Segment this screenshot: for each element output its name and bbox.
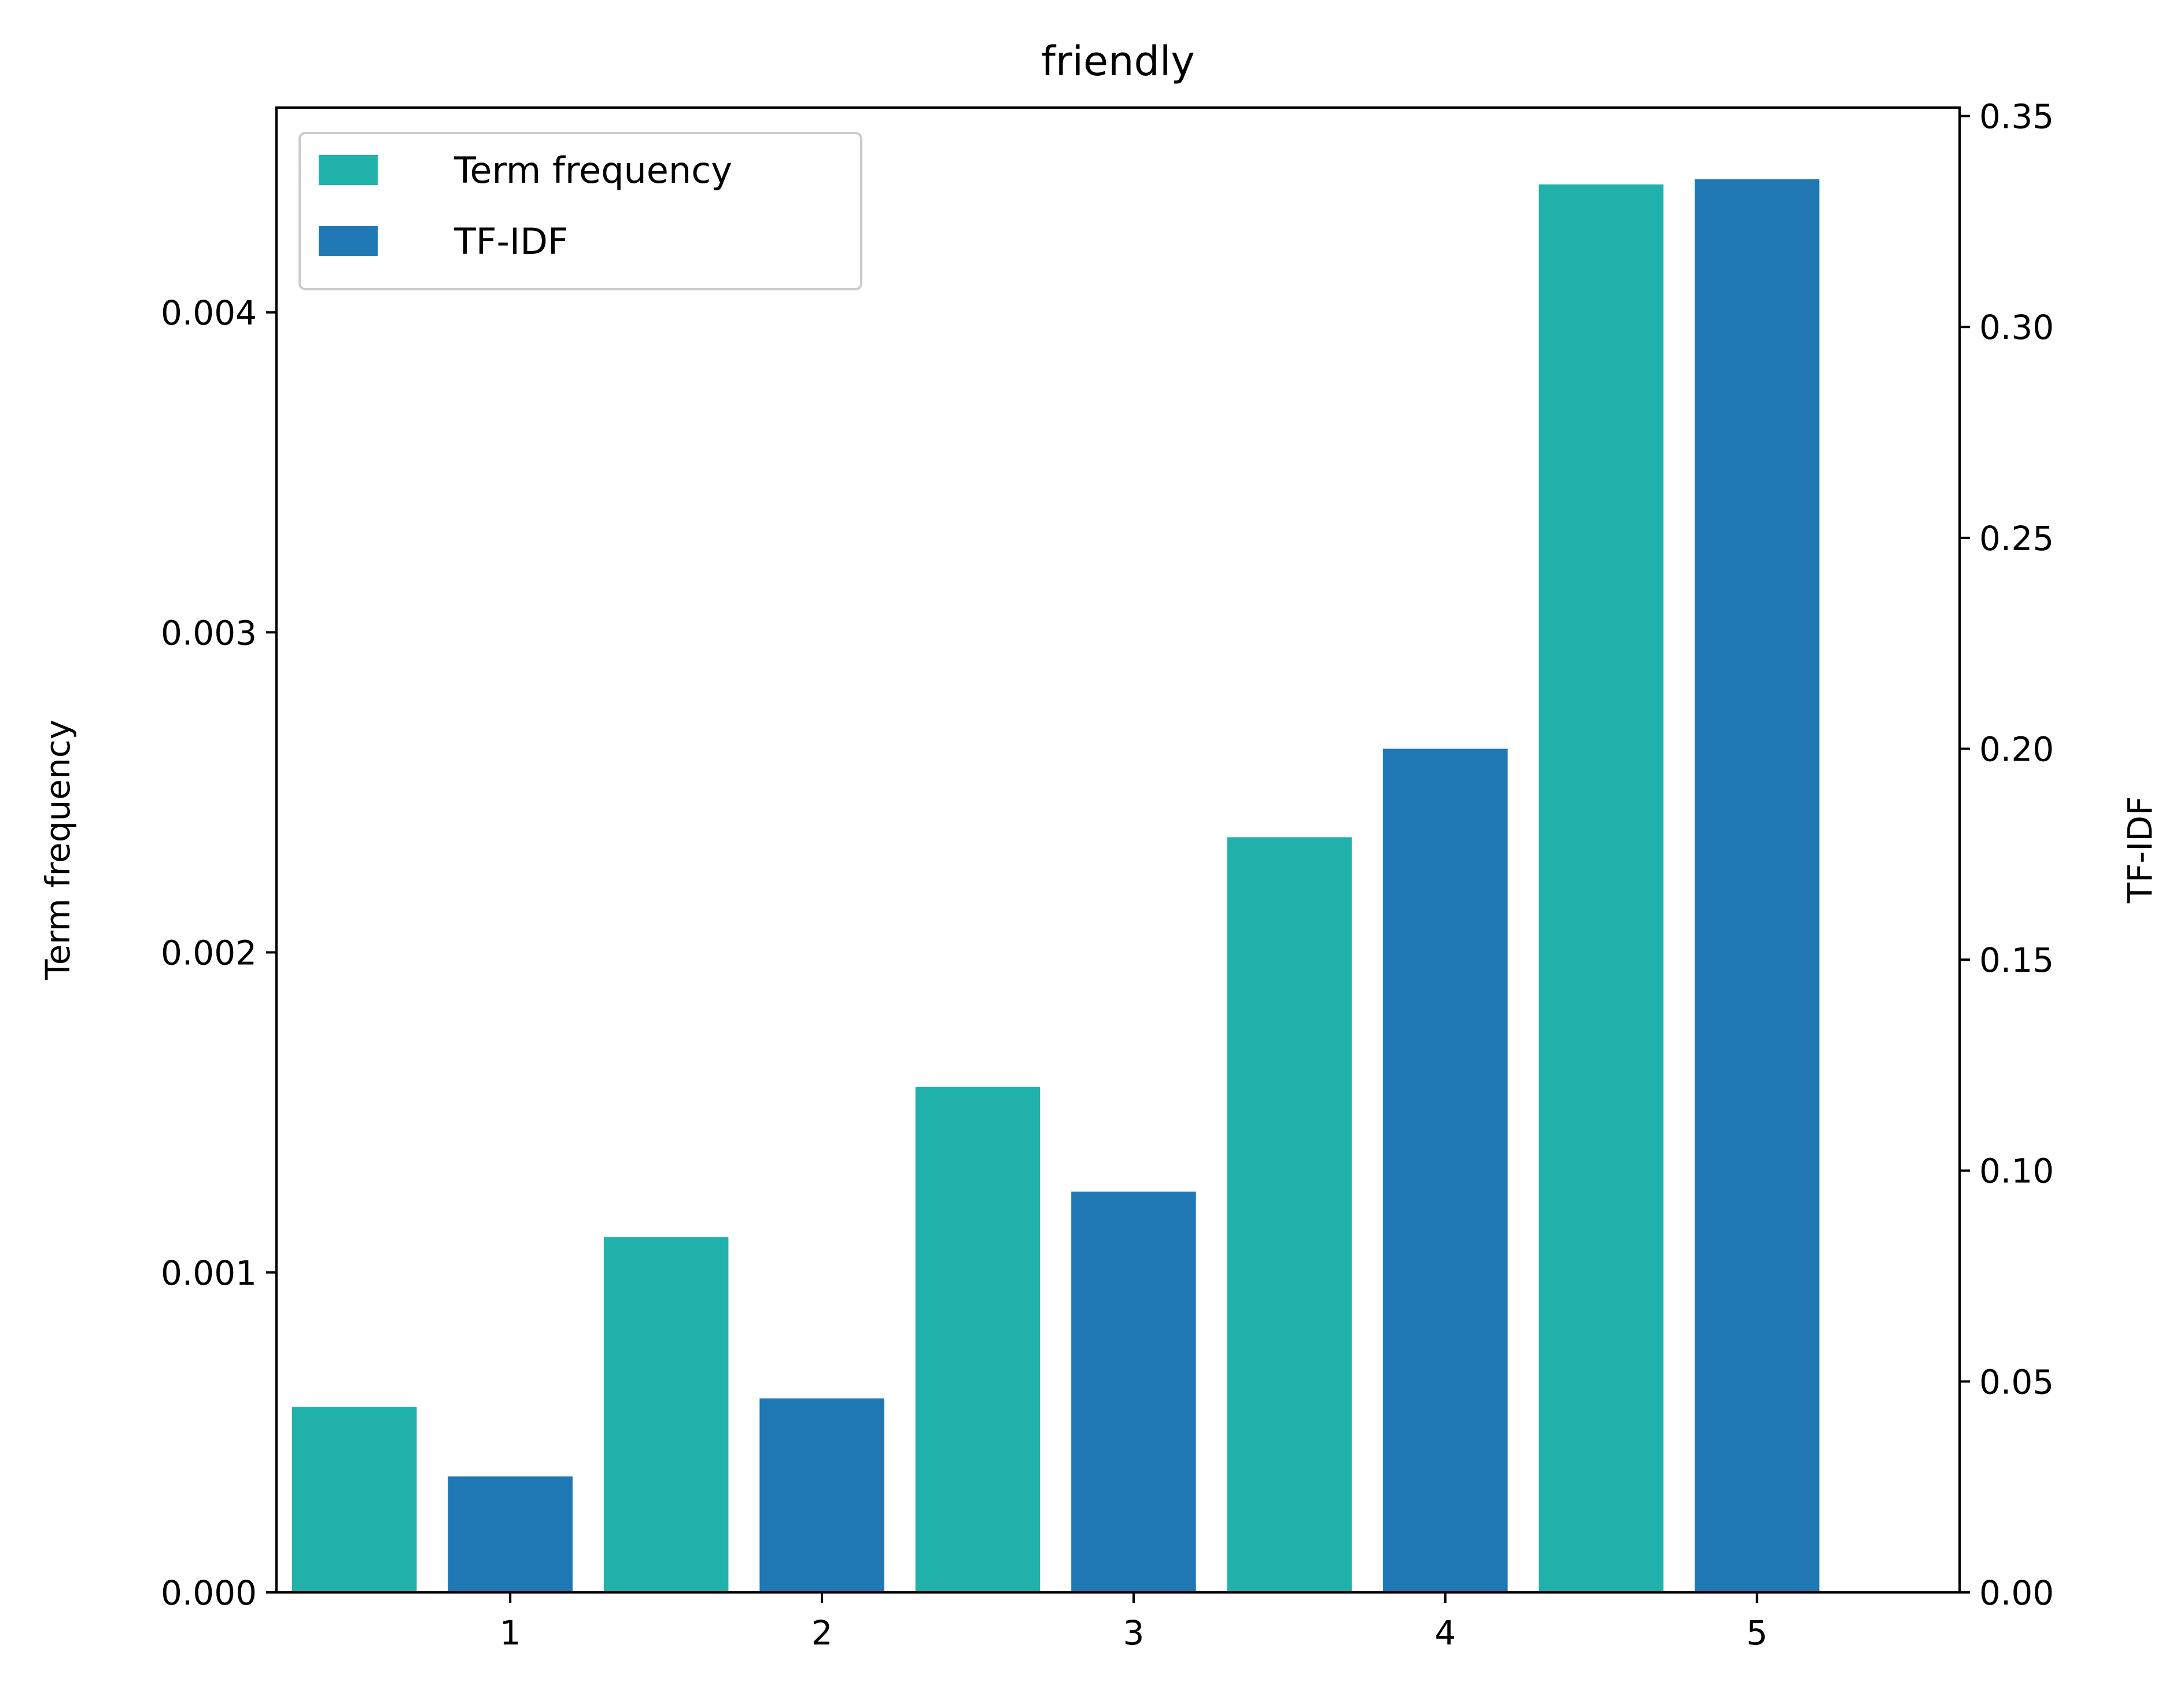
bar-term-frequency-5: [1539, 184, 1664, 1592]
x-tick-label-5: 5: [1746, 1613, 1768, 1653]
legend-frame: [298, 132, 862, 290]
y-axis-left-label: Term frequency: [38, 720, 78, 980]
y-left-tick-label-0.000: 0.000: [161, 1573, 257, 1613]
legend-swatch-term-frequency: [319, 155, 378, 185]
chart-title: friendly: [1041, 38, 1195, 85]
x-tick-label-4: 4: [1434, 1613, 1456, 1653]
bar-tf-idf-3: [1071, 1192, 1196, 1592]
y-right-tick-label-0.10: 0.10: [1979, 1152, 2054, 1191]
x-tick-label-2: 2: [811, 1613, 833, 1653]
y-right-tick-label-0.20: 0.20: [1979, 729, 2054, 769]
bar-term-frequency-3: [915, 1086, 1041, 1592]
y-right-tick-label-0.25: 0.25: [1979, 519, 2054, 558]
legend-label-tf-idf: TF-IDF: [453, 220, 569, 263]
bar-term-frequency-2: [603, 1237, 729, 1592]
y-right-tick-label-0.30: 0.30: [1979, 308, 2054, 347]
y-right-tick-label-0.35: 0.35: [1979, 97, 2054, 137]
x-tick-label-3: 3: [1123, 1613, 1144, 1653]
y-left-tick-label-0.001: 0.001: [161, 1253, 257, 1293]
y-right-tick-label-0.05: 0.05: [1979, 1362, 2054, 1402]
y-left-tick-label-0.002: 0.002: [161, 934, 257, 973]
bar-tf-idf-2: [759, 1398, 884, 1592]
y-right-tick-label-0.15: 0.15: [1979, 941, 2054, 980]
y-left-tick-label-0.004: 0.004: [161, 293, 257, 333]
y-left-tick-label-0.003: 0.003: [161, 613, 257, 652]
legend: Term frequency TF-IDF: [298, 132, 862, 290]
legend-swatch-tf-idf: [319, 226, 378, 256]
y-axis-right-label: TF-IDF: [2120, 796, 2160, 904]
bar-tf-idf-1: [448, 1476, 573, 1592]
legend-label-term-frequency: Term frequency: [453, 149, 732, 191]
bar-term-frequency-1: [292, 1407, 417, 1593]
y-right-tick-label-0.00: 0.00: [1979, 1573, 2054, 1613]
bar-term-frequency-4: [1227, 837, 1352, 1592]
x-tick-label-1: 1: [500, 1613, 521, 1653]
bar-tf-idf-4: [1383, 748, 1508, 1592]
ticks-layer: 1 2 3 4 5 0.000 0.001 0.002 0.003 0.004 0.00 0.05 0.…: [161, 97, 2054, 1653]
plot-frame: [275, 106, 1961, 1594]
bars-layer: [292, 179, 1820, 1593]
bar-tf-idf-5: [1694, 179, 1820, 1593]
